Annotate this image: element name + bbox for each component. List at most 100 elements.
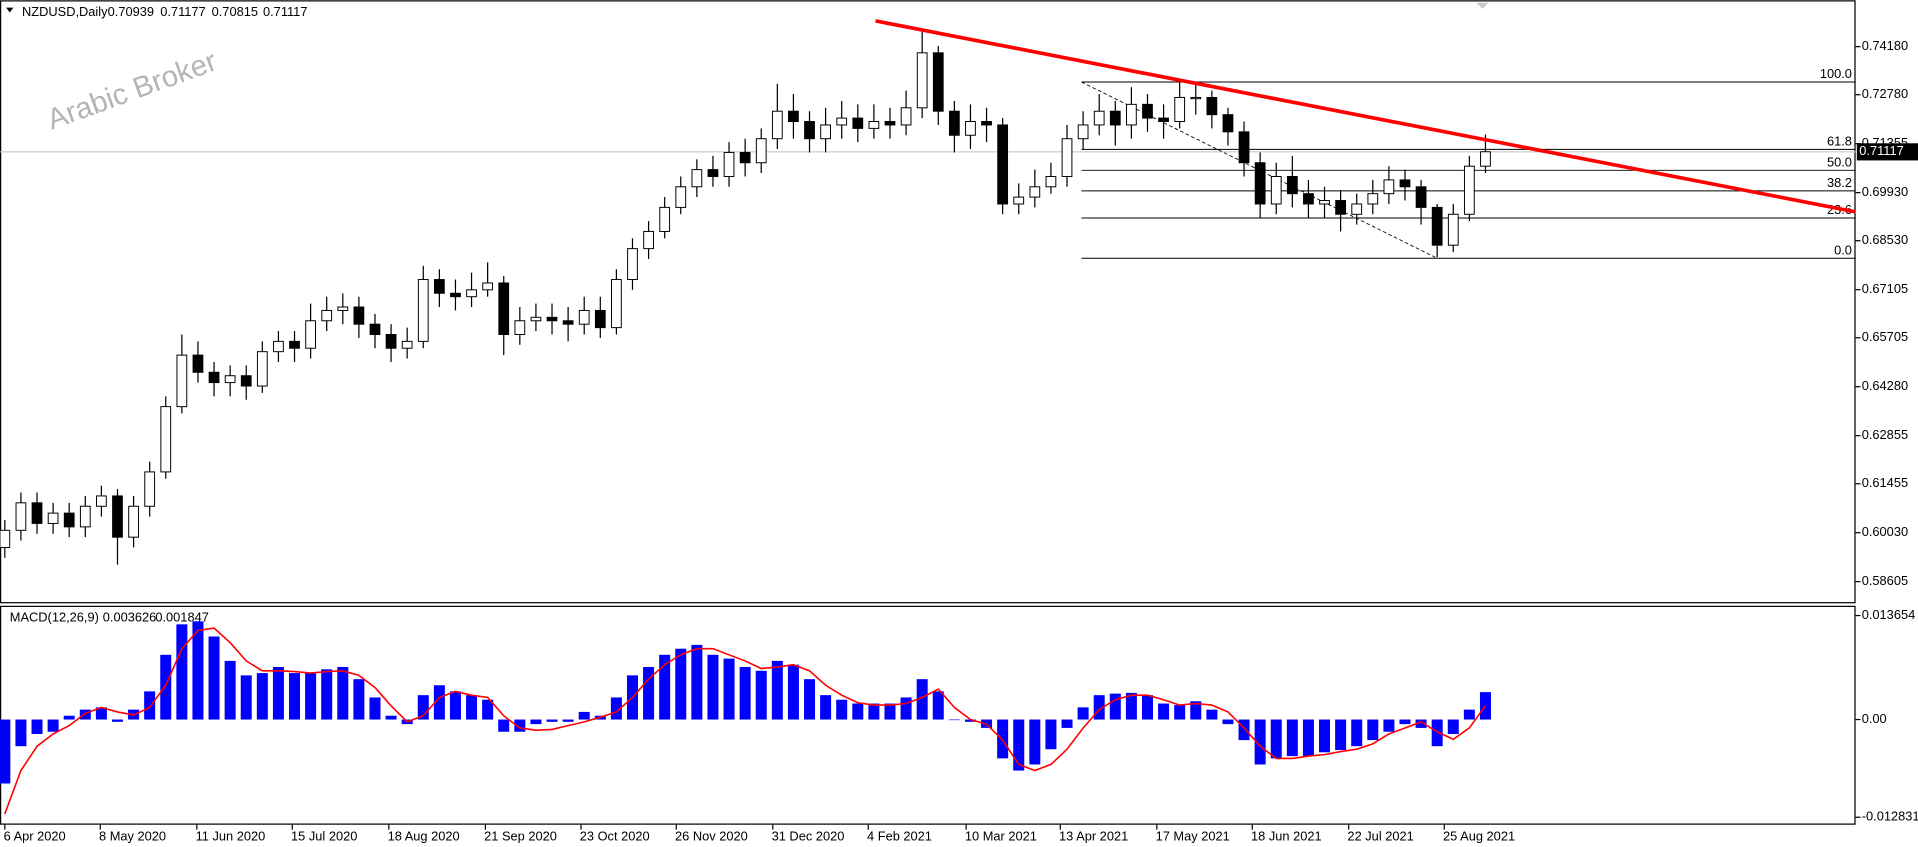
candle-body xyxy=(723,151,735,177)
macd-bar xyxy=(289,673,301,720)
macd-bar xyxy=(1463,709,1475,720)
macd-header-value: 0.001847 xyxy=(155,609,209,624)
macd-bar xyxy=(224,660,236,720)
y-tick-label: 0.69930 xyxy=(1862,184,1908,199)
candle-body xyxy=(578,309,590,325)
candle-body xyxy=(224,375,236,384)
macd-bar xyxy=(1158,703,1170,720)
candle-body xyxy=(611,279,622,329)
menu-arrow[interactable] xyxy=(6,7,14,13)
x-tick-label: 6 Apr 2020 xyxy=(4,828,66,843)
fib-label: 0.0 xyxy=(1834,242,1852,257)
macd-bar xyxy=(1141,695,1153,720)
macd-bar xyxy=(176,624,188,720)
candle-body xyxy=(965,121,976,136)
macd-bar xyxy=(385,715,397,720)
candle-body xyxy=(15,502,27,531)
y-tick-label: 0.58605 xyxy=(1862,573,1908,588)
candle-body xyxy=(1480,151,1491,167)
fib-label: 38.2 xyxy=(1827,175,1852,190)
candle-body xyxy=(820,124,831,140)
candle-body xyxy=(482,282,494,291)
x-tick-label: 23 Oct 2020 xyxy=(580,828,650,843)
macd-bar xyxy=(1190,701,1202,720)
macd-bar xyxy=(578,711,590,720)
x-tick-label: 26 Nov 2020 xyxy=(675,828,748,843)
candle-body xyxy=(1222,114,1234,133)
candle-body xyxy=(0,529,11,548)
y-tick-label: 0.62855 xyxy=(1862,427,1908,442)
macd-bar xyxy=(1109,693,1121,720)
candle-body xyxy=(1351,203,1363,215)
y-tick-label: 0.60030 xyxy=(1862,524,1908,539)
macd-title: MACD(12,26,9) xyxy=(10,609,99,624)
macd-bar xyxy=(1431,719,1443,747)
macd-bar xyxy=(1029,719,1041,765)
macd-bar xyxy=(1093,695,1105,720)
candle-body xyxy=(433,279,445,294)
macd-bar xyxy=(771,660,783,720)
candle-body xyxy=(385,334,397,349)
candle-body xyxy=(562,320,574,325)
macd-bar xyxy=(948,719,960,721)
macd-bar xyxy=(787,664,799,720)
candle-body xyxy=(305,320,316,349)
candle-body xyxy=(1367,193,1379,205)
candle-body xyxy=(1142,103,1153,119)
candle-body xyxy=(1126,103,1137,126)
main-panel xyxy=(0,0,1856,604)
candle-body xyxy=(63,512,75,528)
candle-body xyxy=(337,306,349,311)
candle-body xyxy=(1158,117,1169,123)
candle-body xyxy=(1463,165,1475,215)
candle-body xyxy=(1238,131,1250,164)
macd-bar xyxy=(1222,719,1234,725)
y-tick-label: 0.68530 xyxy=(1862,232,1908,247)
macd-bar xyxy=(1383,719,1395,732)
candle-body xyxy=(1286,175,1298,195)
candle-body xyxy=(1190,96,1202,100)
macd-bar xyxy=(1061,719,1073,728)
macd-bar xyxy=(1286,719,1298,757)
candle-body xyxy=(47,512,59,524)
macd-bar xyxy=(1125,692,1137,720)
macd-bar xyxy=(820,695,832,720)
candle-body xyxy=(208,371,220,384)
macd-bar xyxy=(964,719,976,722)
candle-body xyxy=(1013,196,1025,205)
macd-bar xyxy=(1367,719,1379,741)
header-value: 0.70815 xyxy=(212,4,258,19)
macd-y-tick-label: 0.00 xyxy=(1862,711,1887,726)
candle-body xyxy=(160,406,172,473)
y-tick-label: 0.74180 xyxy=(1862,38,1908,53)
candle-body xyxy=(1254,162,1266,205)
candle-body xyxy=(417,279,429,342)
candle-body xyxy=(1335,200,1346,215)
macd-bar xyxy=(1415,719,1427,728)
macd-y-tick-label: 0.013654 xyxy=(1862,607,1916,622)
fib-label: 100.0 xyxy=(1820,66,1852,81)
candle-body xyxy=(1383,179,1395,195)
macd-bar xyxy=(546,719,558,722)
y-tick-label: 0.64280 xyxy=(1862,378,1908,393)
candle-body xyxy=(981,121,992,126)
candle-body xyxy=(1109,110,1121,126)
candle-body xyxy=(1270,175,1282,205)
candle-body xyxy=(1029,186,1041,198)
candle-body xyxy=(1303,193,1314,205)
candle-body xyxy=(900,107,912,126)
candle-body xyxy=(739,151,751,164)
macd-bar xyxy=(1254,719,1266,765)
macd-bar xyxy=(1319,719,1331,753)
macd-bar xyxy=(321,669,333,720)
macd-bar xyxy=(1013,719,1025,771)
macd-bar xyxy=(192,621,204,720)
macd-bar xyxy=(1270,719,1282,759)
candle-body xyxy=(273,340,284,353)
macd-bar xyxy=(482,699,494,720)
macd-bar xyxy=(111,719,123,722)
macd-bar xyxy=(691,644,703,720)
macd-bar xyxy=(852,703,864,720)
macd-bar xyxy=(256,673,268,720)
macd-bar xyxy=(1174,705,1186,720)
